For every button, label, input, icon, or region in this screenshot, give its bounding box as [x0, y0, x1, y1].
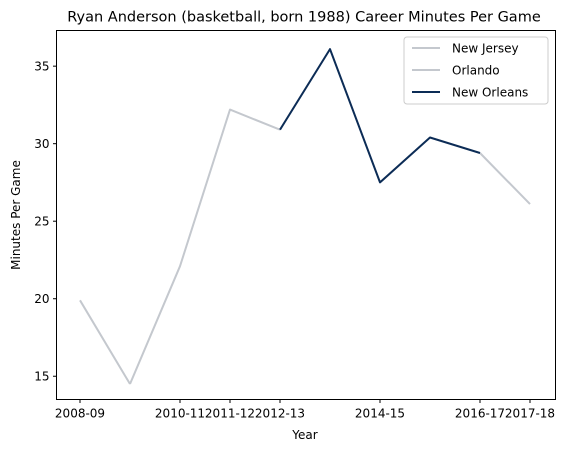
- y-tick-label-15: 15: [34, 370, 49, 384]
- x-tick-label-2011-12: 2011-12: [205, 407, 255, 421]
- y-tick-label-20: 20: [34, 292, 49, 306]
- legend-box: [403, 36, 549, 105]
- x-tick-label-2008-09: 2008-09: [55, 407, 105, 421]
- x-tick-label-2010-11: 2010-11: [155, 407, 205, 421]
- x-axis-label: Year: [291, 428, 317, 442]
- plot-frame: [56, 30, 556, 400]
- y-tick-label-35: 35: [34, 60, 49, 74]
- chart-title: Ryan Anderson (basketball, born 1988) Ca…: [67, 10, 541, 26]
- x-axis: 2008-09 2010-11 2011-12 2012-13 2014-15 2016-…: [55, 399, 555, 421]
- y-axis: 15 20 25 30 35: [34, 60, 57, 384]
- legend-label-new-jersey: New Jersey: [452, 42, 519, 56]
- y-tick-label-30: 30: [34, 137, 49, 151]
- x-tick-label-2017-18: 2017-18: [505, 407, 555, 421]
- x-tick-label-2016-17: 2016-17: [455, 407, 505, 421]
- x-tick-label-2014-15: 2014-15: [355, 407, 405, 421]
- legend-label-new-orleans: New Orleans: [452, 86, 528, 100]
- y-axis-label: Minutes Per Game: [9, 160, 23, 270]
- legend-label-orlando: Orlando: [452, 64, 500, 78]
- plot-lines: [79, 48, 531, 385]
- series-line-new-orleans-1: [279, 48, 481, 184]
- y-tick-label-25: 25: [34, 215, 49, 229]
- x-tick-label-2012-13: 2012-13: [255, 407, 305, 421]
- series-line-orlando-1: [129, 108, 281, 385]
- legend: New Jersey Orlando New Orleans: [403, 36, 549, 105]
- series-line-new-jersey-1: [79, 299, 131, 385]
- series-line-new-jersey-2: [479, 152, 531, 205]
